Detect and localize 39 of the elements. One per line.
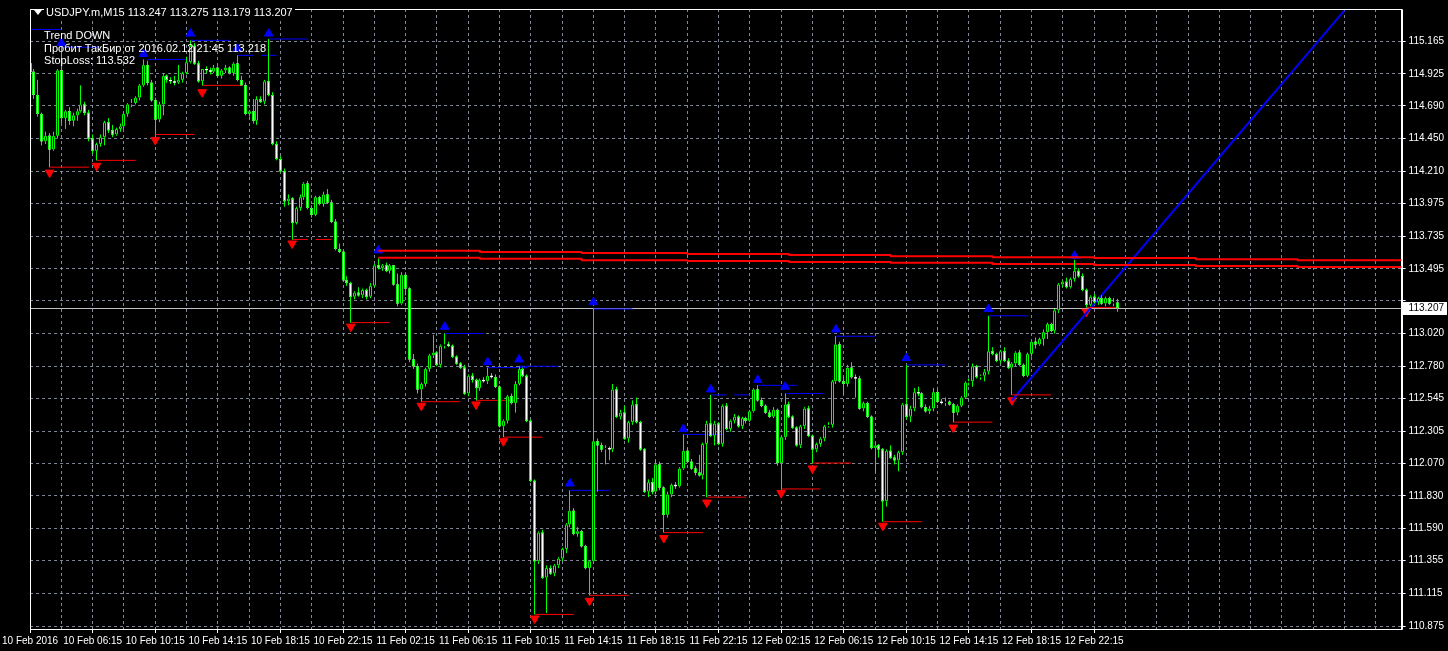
- y-tick-label: 114.450: [1408, 132, 1445, 144]
- x-tick-label: 10 Feb 18:15: [250, 634, 311, 646]
- y-tick-label: 113.020: [1408, 327, 1445, 339]
- y-tick-label: 113.495: [1408, 262, 1445, 274]
- y-tick-label: 115.165: [1408, 34, 1445, 46]
- x-tick-label: 12 Feb 02:15: [751, 634, 812, 646]
- y-tick-label: 113.975: [1408, 197, 1445, 209]
- y-tick-label: 112.780: [1408, 360, 1445, 371]
- chart-title: USDJPY.m,M15 113.247 113.275 113.179 113.207: [44, 6, 295, 18]
- y-tick-label: 113.735: [1408, 229, 1445, 241]
- y-tick-label: 114.925: [1408, 67, 1445, 79]
- y-tick-label: 111.590: [1408, 522, 1444, 534]
- y-tick-label: 114.690: [1408, 99, 1445, 111]
- y-tick-label: 111.355: [1408, 554, 1444, 566]
- x-tick-label: 12 Feb 22:15: [1064, 634, 1125, 646]
- y-tick-label: 114.210: [1408, 165, 1445, 177]
- x-tick-label: 10 Feb 2016: [1, 634, 59, 646]
- x-tick-label: 12 Feb 14:15: [939, 634, 999, 646]
- x-tick-label: 10 Feb 10:15: [125, 634, 186, 646]
- y-tick-label: 112.070: [1408, 456, 1445, 468]
- x-tick-label: 12 Feb 18:15: [1002, 634, 1062, 646]
- ref-line-label: 113.207: [1408, 302, 1445, 314]
- annotation: Trend DOWN: [44, 29, 111, 41]
- y-tick-label: 111.115: [1408, 587, 1443, 599]
- x-tick-label: 11 Feb 14:15: [564, 634, 623, 646]
- x-tick-label: 11 Feb 22:15: [689, 634, 749, 646]
- x-tick-label: 11 Feb 06:15: [439, 634, 498, 646]
- x-tick-label: 12 Feb 10:15: [876, 634, 937, 646]
- x-tick-label: 11 Feb 10:15: [501, 634, 561, 646]
- x-tick-label: 11 Feb 18:15: [626, 634, 686, 646]
- x-tick-label: 11 Feb 02:15: [376, 634, 436, 646]
- x-tick-label: 10 Feb 22:15: [313, 634, 373, 646]
- x-tick-label: 10 Feb 06:15: [63, 634, 123, 646]
- x-tick-label: 10 Feb 14:15: [188, 634, 248, 646]
- x-tick-label: 12 Feb 06:15: [814, 634, 874, 646]
- y-tick-label: 112.305: [1408, 424, 1445, 436]
- y-tick-label: 110.875: [1408, 619, 1445, 631]
- y-tick-label: 112.545: [1408, 392, 1445, 404]
- y-tick-label: 111.830: [1408, 489, 1444, 501]
